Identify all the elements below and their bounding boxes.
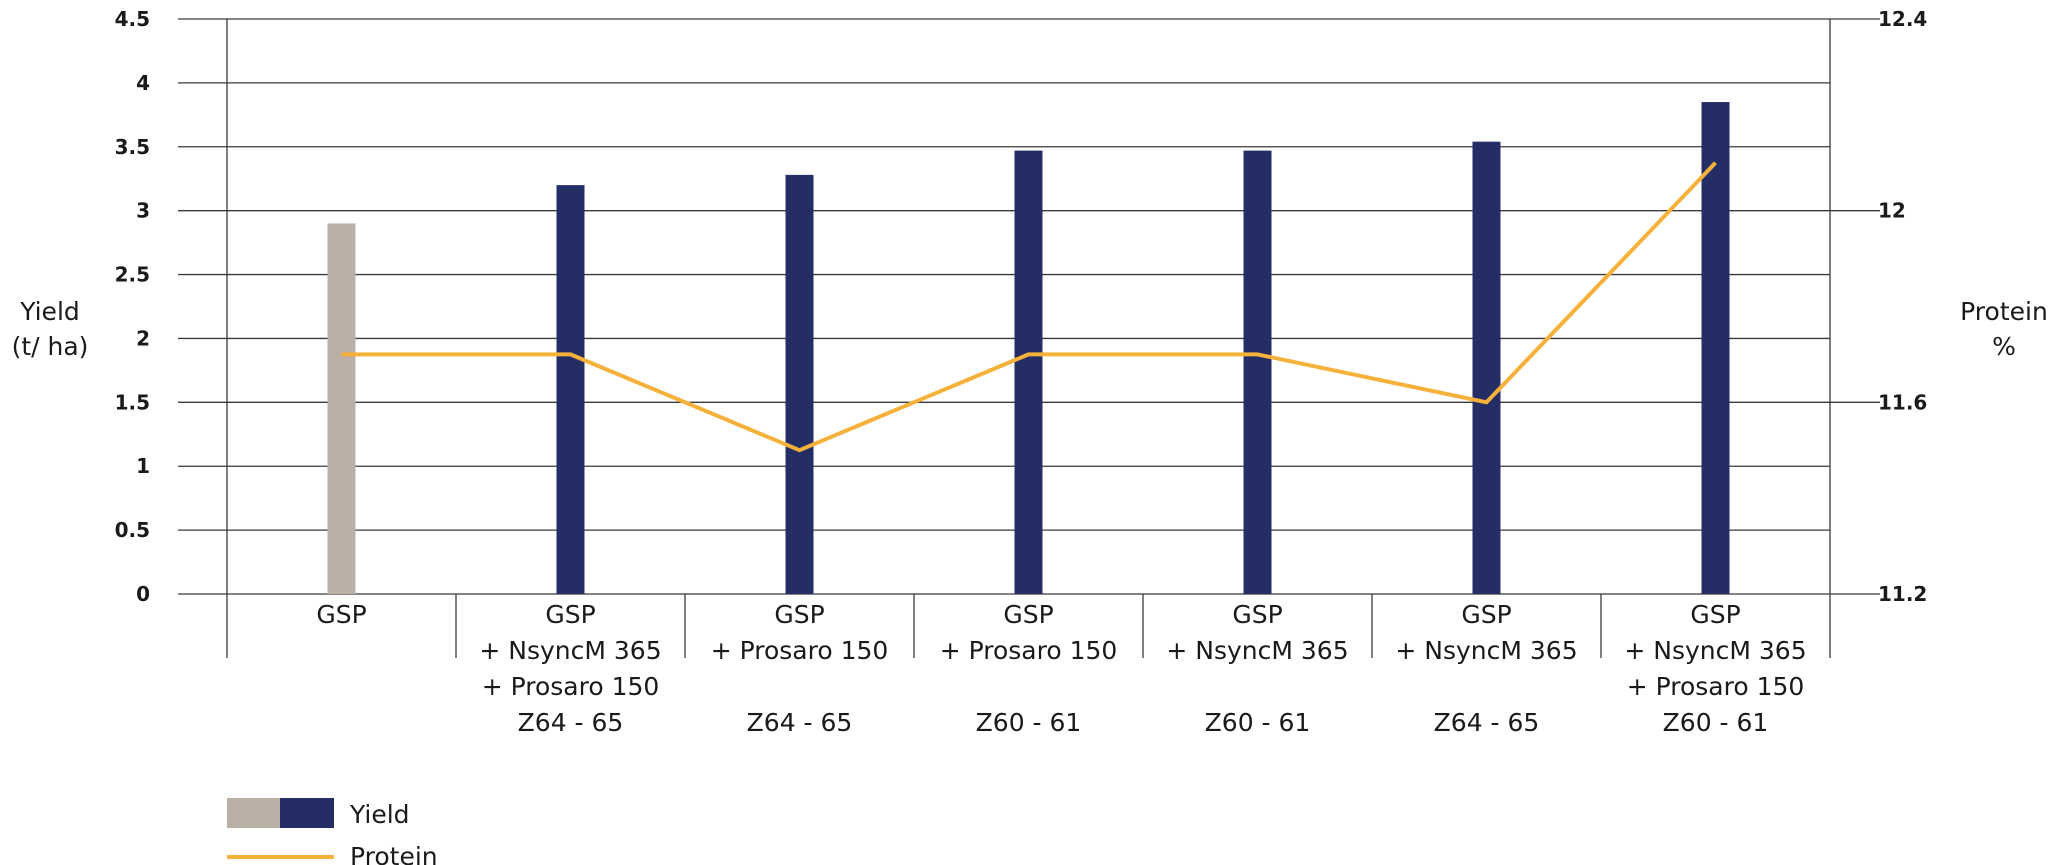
left-tick-label: 4.5 — [115, 7, 150, 31]
yield-bar — [1243, 150, 1272, 594]
left-tick-label: 1.5 — [115, 390, 150, 414]
category-label: + Prosaro 150 — [482, 672, 660, 701]
category-label: GSP — [774, 600, 824, 629]
yield-bar — [1472, 141, 1501, 594]
left-tick-label: 0 — [136, 582, 150, 606]
category-label: + Prosaro 150 — [711, 636, 889, 665]
right-tick-label: 12 — [1878, 199, 1906, 223]
left-tick-label: 2 — [136, 326, 150, 350]
category-label: Z60 - 61 — [1205, 708, 1311, 737]
right-axis-title: Protein — [1960, 297, 2048, 326]
left-tick-label: 2.5 — [115, 263, 150, 287]
protein-line — [341, 161, 1717, 453]
left-axis-ticks: 0 0.5 1 1.5 2 2.5 3 3.5 4 4.5 — [115, 7, 150, 606]
yield-bar — [556, 185, 585, 594]
left-tick-label: 0.5 — [115, 518, 150, 542]
category-label: + NsyncM 365 — [1166, 636, 1348, 665]
right-tick-label: 12.4 — [1878, 7, 1927, 31]
category-label: + Prosaro 150 — [940, 636, 1118, 665]
category-labels: GSP GSP + NsyncM 365 + Prosaro 150 Z64 - 65 G… — [316, 600, 1806, 737]
right-tick-label: 11.6 — [1878, 390, 1927, 414]
legend-protein-label: Protein — [350, 842, 438, 865]
yield-bar — [1701, 102, 1730, 595]
left-axis-title: Yield — [19, 297, 80, 326]
legend-yield-label: Yield — [349, 800, 410, 829]
right-tick-label: 11.2 — [1878, 582, 1927, 606]
yield-bar — [785, 174, 814, 594]
left-tick-label: 3 — [136, 199, 150, 223]
right-axis-ticks: 11.2 11.6 12 12.4 — [1830, 7, 1927, 606]
left-tick-label: 3.5 — [115, 135, 150, 159]
axes — [226, 19, 1831, 658]
category-label: GSP — [545, 600, 595, 629]
category-label: + NsyncM 365 — [1395, 636, 1577, 665]
category-label: GSP — [316, 600, 366, 629]
category-label: GSP — [1461, 600, 1511, 629]
yield-bar — [327, 223, 356, 594]
category-label: Z60 - 61 — [1663, 708, 1769, 737]
category-label: + NsyncM 365 — [1624, 636, 1806, 665]
legend-yield-swatch-tan — [227, 798, 280, 828]
left-axis-title: (t/ ha) — [12, 332, 89, 361]
protein-line-layer — [341, 161, 1717, 453]
yield-bars — [327, 102, 1730, 595]
left-tick-label: 1 — [136, 454, 150, 478]
left-tick-label: 4 — [136, 71, 150, 95]
category-label: Z64 - 65 — [518, 708, 624, 737]
legend-yield-swatch-navy — [280, 798, 334, 828]
category-label: Z60 - 61 — [976, 708, 1082, 737]
category-label: + Prosaro 150 — [1627, 672, 1805, 701]
category-label: + NsyncM 365 — [479, 636, 661, 665]
category-label: Z64 - 65 — [1434, 708, 1540, 737]
category-label: GSP — [1232, 600, 1282, 629]
category-label: Z64 - 65 — [747, 708, 853, 737]
right-axis-title: % — [1992, 332, 2016, 361]
yield-bar — [1014, 150, 1043, 594]
category-label: GSP — [1690, 600, 1740, 629]
category-label: GSP — [1003, 600, 1053, 629]
gridlines — [178, 18, 1830, 595]
axis-titles: Yield (t/ ha) Protein% — [12, 297, 2048, 361]
legend: Yield Protein — [227, 798, 438, 865]
